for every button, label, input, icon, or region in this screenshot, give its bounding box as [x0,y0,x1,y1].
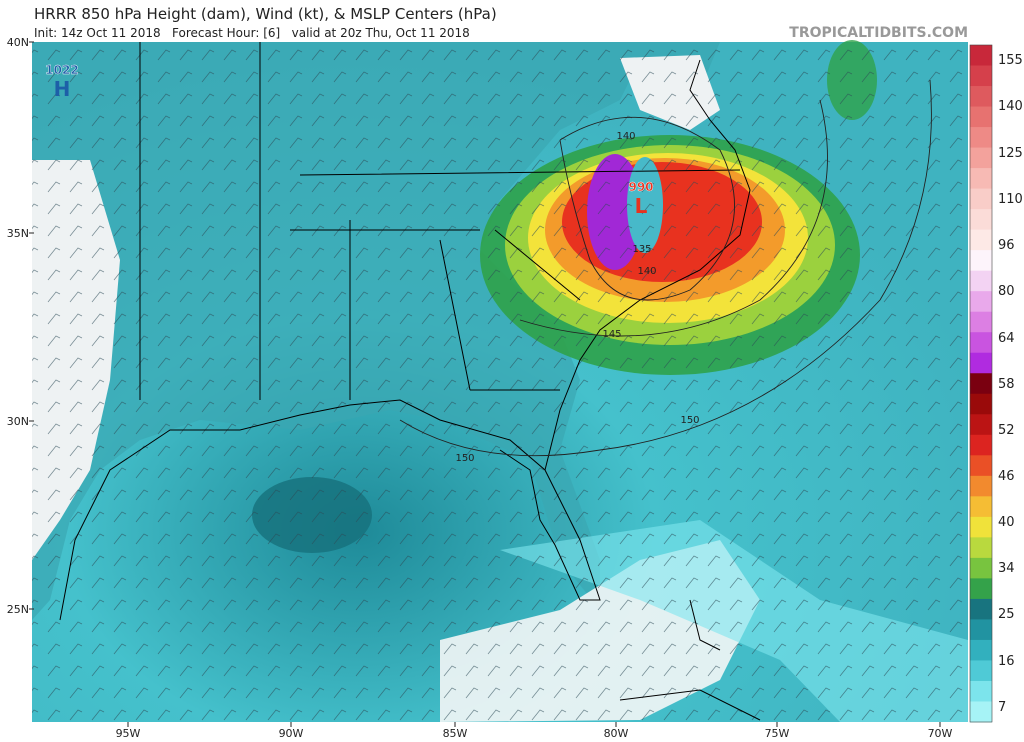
subtitle: Init: 14z Oct 11 2018 Forecast Hour: [6]… [34,26,470,40]
longitude-label: 70W [928,727,953,740]
colorbar-label: 7 [998,700,1006,715]
colorbar-segment [970,680,992,702]
colorbar-segment [970,434,992,456]
colorbar-label: 64 [998,331,1015,346]
contour-label: 150 [680,415,699,426]
colorbar-label: 80 [998,284,1015,299]
colorbar-segment [970,332,992,354]
colorbar-segment [970,639,992,661]
colorbar-segment [970,537,992,559]
longitude-label: 90W [279,727,304,740]
colorbar-segment [970,127,992,149]
colorbar-frame [969,44,993,723]
longitude-label: 75W [765,727,790,740]
colorbar-segment [970,45,992,67]
colorbar-label: 34 [998,561,1015,576]
colorbar-segment [970,516,992,538]
latitude-label: 35N [7,227,29,240]
wind-barbs [32,42,968,722]
contour-label: 135 [632,244,651,255]
contour-label: 145 [602,329,621,340]
colorbar-label: 25 [998,607,1015,622]
title: HRRR 850 hPa Height (dam), Wind (kt), & … [34,5,497,23]
colorbar-segment [970,291,992,313]
colorbar-segment [970,311,992,333]
colorbar-segment [970,229,992,251]
colorbar-segment [970,414,992,436]
colorbar-segment [970,598,992,620]
colorbar-label: 125 [998,146,1023,161]
colorbar-label: 140 [998,99,1023,114]
colorbar-segment [970,86,992,108]
colorbar-segment [970,393,992,415]
colorbar-segment [970,455,992,477]
colorbar-label: 96 [998,238,1015,253]
latitude-label: 30N [7,415,29,428]
colorbar-segment [970,147,992,169]
pressure-value: 1022 [45,63,78,77]
colorbar-label: 40 [998,515,1015,530]
colorbar: 155 140 125 110 96 80 64 58 52 46 40 34 25 16 7 [969,44,1023,723]
colorbar-segment [970,250,992,272]
colorbar-segment [970,352,992,374]
colorbar-segment [970,188,992,210]
source: TROPICALTIDBITS.COM [789,25,968,41]
contour-labels: 140 135 140 145 150 150 [455,131,699,464]
colorbar-segment [970,701,992,723]
colorbar-label: 58 [998,377,1015,392]
colorbar-segment [970,475,992,497]
contour-label: 140 [637,266,656,277]
pressure-value: 990 [628,180,653,194]
colorbar-segment [970,209,992,231]
colorbar-segment [970,373,992,395]
colorbar-label: 155 [998,53,1023,68]
colorbar-segment [970,660,992,682]
height-contours [399,79,932,457]
coastlines [59,42,761,721]
colorbar-label: 110 [998,192,1023,207]
latitude-label: 25N [7,603,29,616]
colorbar-label: 46 [998,469,1015,484]
colorbar-segment [970,270,992,292]
pressure-symbol: L [635,194,648,218]
contour-label: 150 [455,453,474,464]
longitude-label: 85W [443,727,468,740]
latitude-labels: 40N 35N 30N 25N [7,36,34,616]
colorbar-segment [970,496,992,518]
colorbar-segment [970,65,992,87]
colorbar-label: 16 [998,654,1015,669]
contour-label: 140 [616,131,635,142]
colorbar-segment [970,168,992,190]
latitude-label: 40N [7,36,29,49]
pressure-symbol: H [54,77,71,101]
colorbar-label: 52 [998,423,1015,438]
colorbar-segment [970,578,992,600]
longitude-label: 95W [116,727,141,740]
colorbar-segment [970,106,992,128]
colorbar-segment [970,619,992,641]
longitude-labels: 95W 90W 85W 80W 75W 70W [116,722,953,740]
colorbar-segment [970,557,992,579]
longitude-label: 80W [604,727,629,740]
